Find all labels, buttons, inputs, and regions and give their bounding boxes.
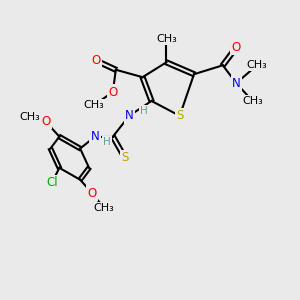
- Text: O: O: [108, 85, 118, 98]
- Text: O: O: [232, 41, 241, 54]
- Text: CH₃: CH₃: [242, 96, 263, 106]
- Text: Cl: Cl: [46, 176, 58, 189]
- Text: CH₃: CH₃: [247, 60, 267, 70]
- Text: H: H: [103, 137, 111, 147]
- Text: CH₃: CH₃: [19, 112, 40, 122]
- Text: CH₃: CH₃: [156, 34, 177, 44]
- Text: N: N: [91, 130, 99, 143]
- Text: O: O: [87, 187, 97, 200]
- Text: S: S: [121, 151, 128, 164]
- Text: S: S: [176, 109, 183, 122]
- Text: H: H: [140, 106, 148, 116]
- Text: N: N: [125, 109, 134, 122]
- Text: N: N: [232, 76, 241, 90]
- Text: CH₃: CH₃: [94, 203, 114, 213]
- Text: O: O: [92, 54, 101, 67]
- Text: O: O: [41, 115, 51, 128]
- Text: CH₃: CH₃: [83, 100, 104, 110]
